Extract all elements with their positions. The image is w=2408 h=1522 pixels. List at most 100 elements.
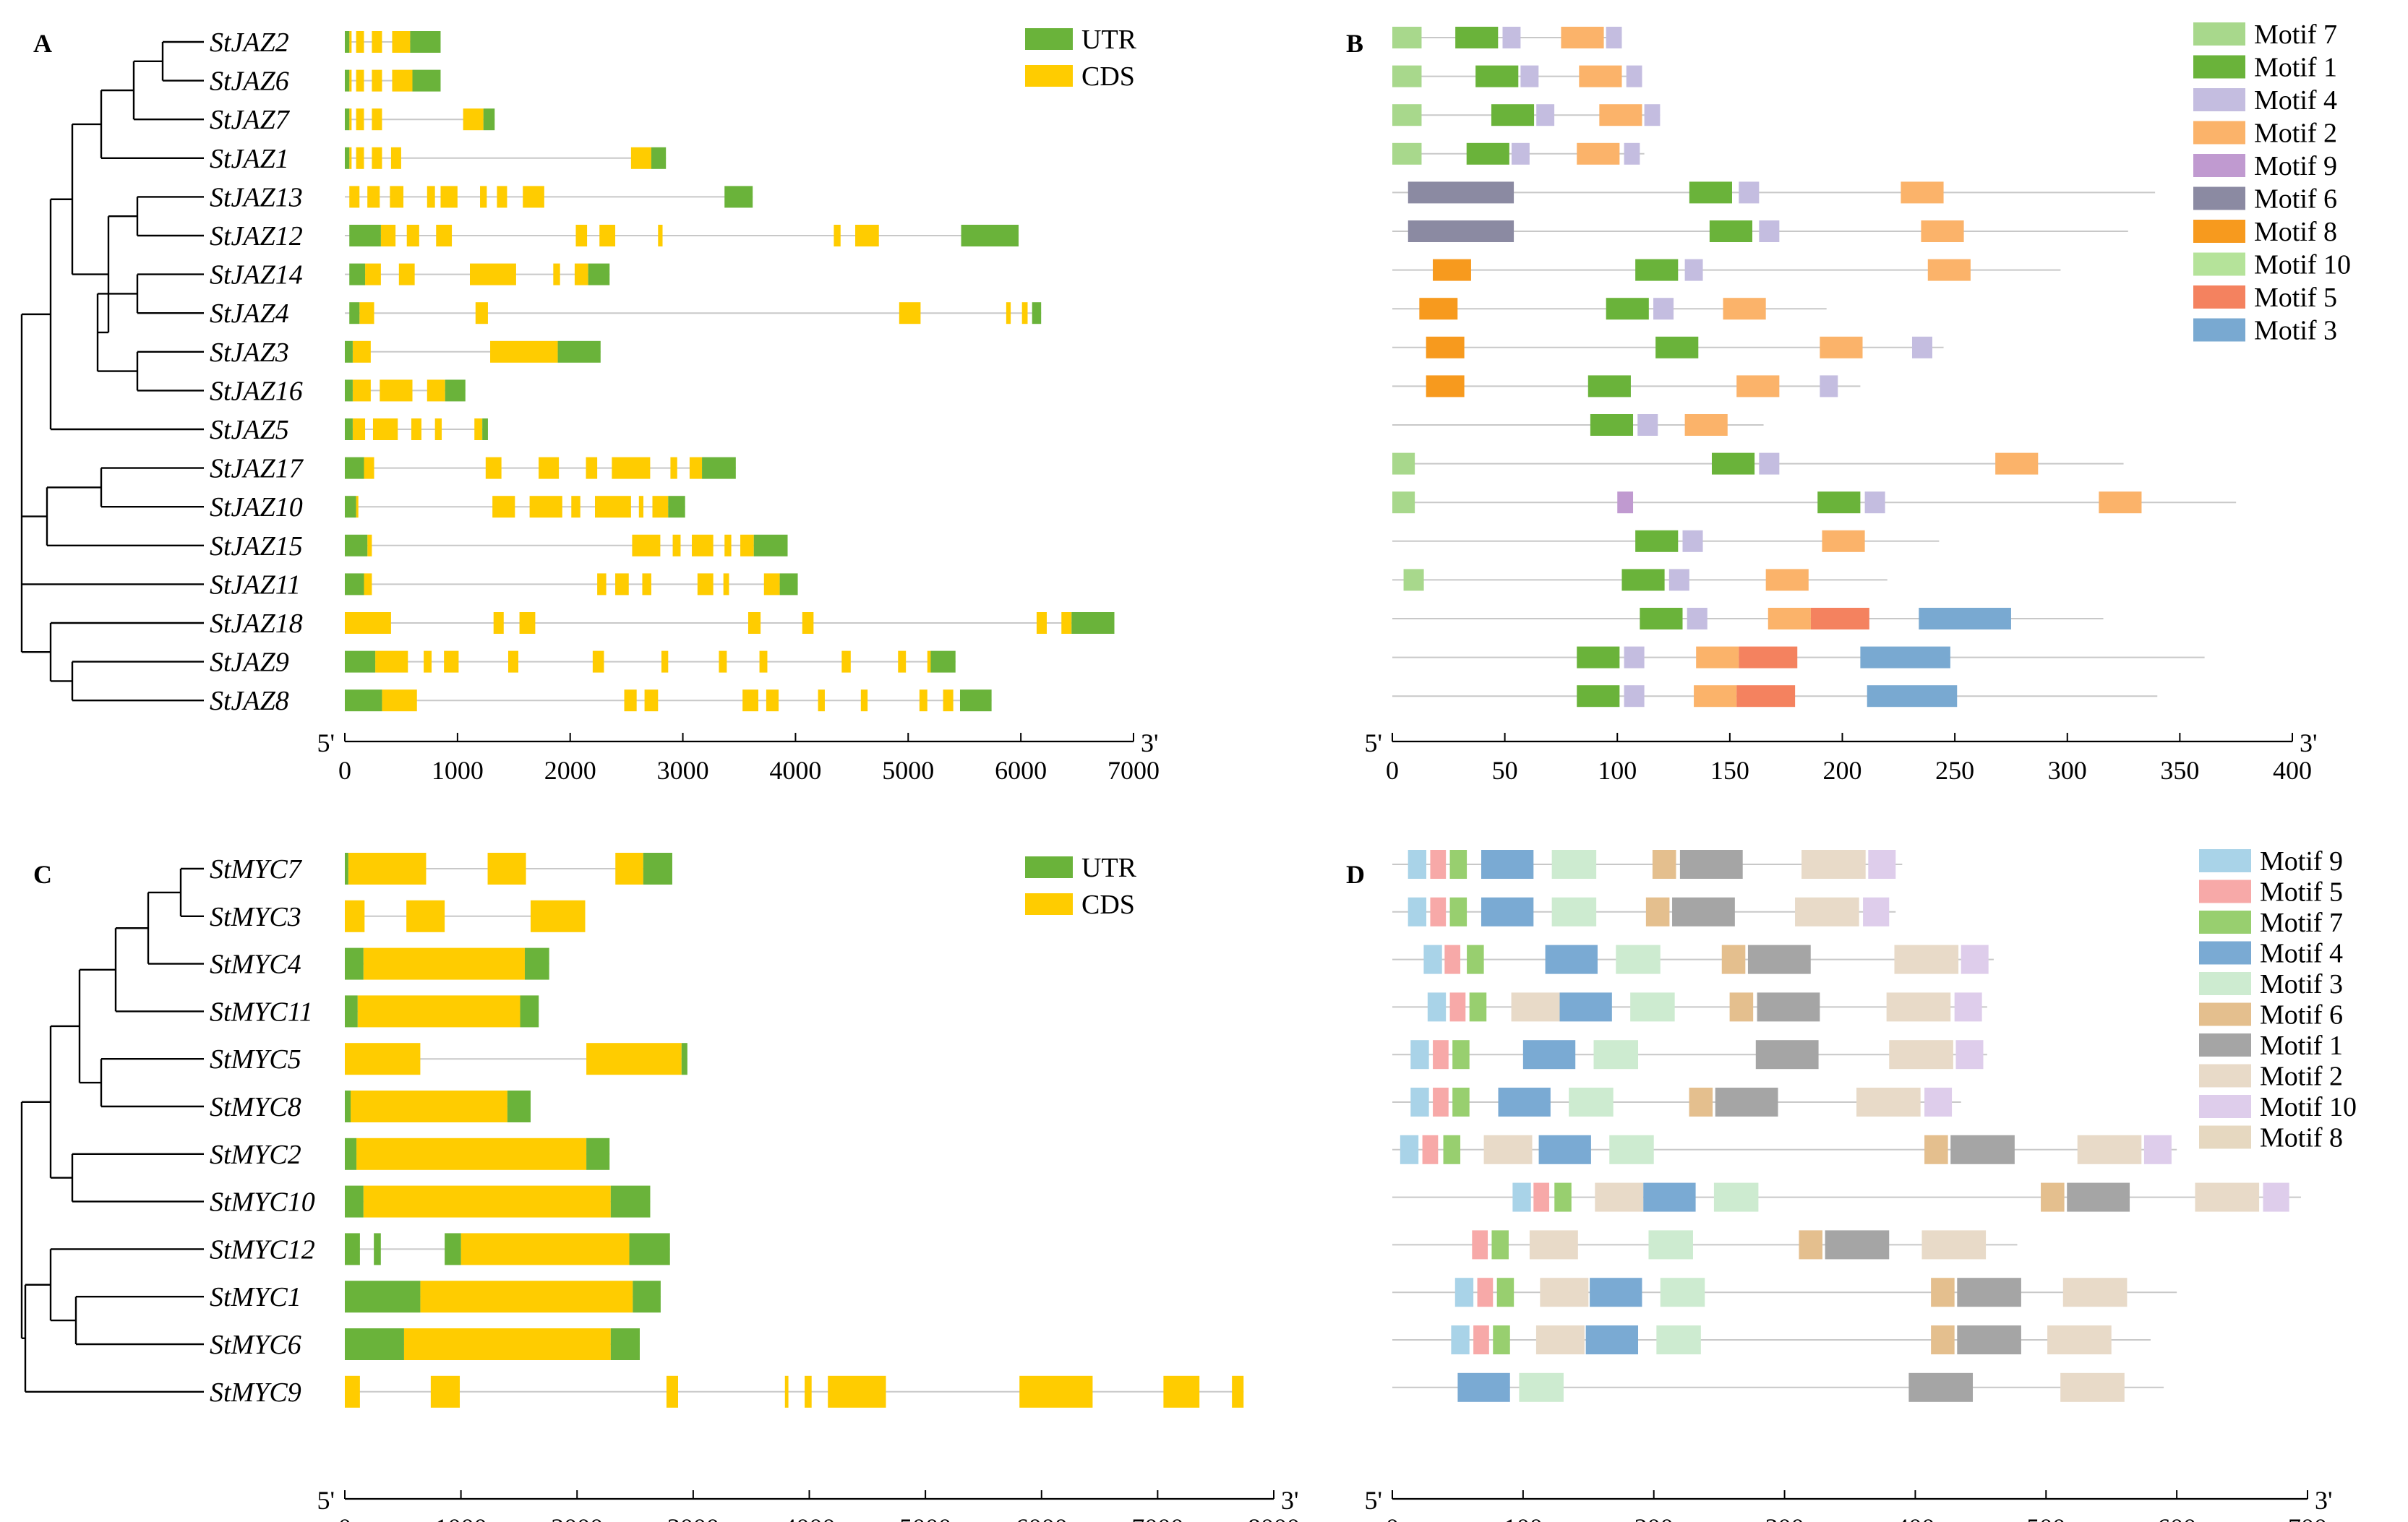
tick-label-c: 1000 [435,1513,487,1522]
cds-exon [365,263,381,285]
utr-segment [445,1233,461,1265]
motif-box [1768,608,1811,629]
tick-label-b: 100 [1598,756,1637,785]
motif-box [1868,850,1896,879]
motif-box [1606,27,1622,48]
cds-exon [356,69,364,92]
utr-segment [345,340,353,363]
cds-exon [519,612,536,634]
legend-d-swatch [2199,972,2251,995]
gene-name-label: StMYC11 [210,997,313,1027]
cds-exon [352,379,371,402]
legend-d-label: Motif 4 [2260,939,2343,969]
motif-box [1496,1278,1514,1307]
motif-box [1886,992,1951,1022]
motif-box [1457,1372,1510,1402]
motif-box [1765,569,1809,591]
cds-exon [427,379,445,402]
cds-exon [359,302,374,324]
cds-exon [1232,1375,1244,1408]
legend-c-swatch [1025,893,1073,915]
motif-box [1498,1088,1551,1117]
legend-b-swatch [2193,220,2245,243]
legend-d-swatch [2199,911,2251,934]
motif-box [1520,65,1539,87]
utr-segment [345,31,350,53]
tick-label-a: 1000 [432,756,484,785]
motif-box [1444,945,1461,974]
motif-box [1551,897,1597,926]
cds-exon [367,534,372,556]
motif-box [1820,336,1863,358]
gene-name-label: StMYC3 [210,902,301,932]
motif-box [1481,850,1534,879]
cds-exon [364,457,374,479]
cds-exon [363,947,525,980]
legend-d-swatch [2199,1033,2251,1057]
cds-exon [434,418,442,440]
utr-segment [930,650,956,673]
cds-exon [351,1091,507,1122]
cds-exon [689,457,703,479]
gene-name-label: StMYC10 [210,1187,315,1218]
motif-box [1533,1182,1550,1212]
cds-exon [592,650,604,673]
cds-exon [763,573,780,596]
utr-segment [374,1233,381,1265]
legend-d-label: Motif 10 [2260,1092,2357,1122]
motif-box [2195,1182,2260,1212]
motif-box [1950,1135,2015,1164]
motif-box [1759,220,1780,242]
motif-box [1694,685,1737,708]
gene-name-label: StMYC5 [210,1044,301,1075]
motif-box [1452,1040,1470,1070]
legend-b-swatch [2193,154,2245,177]
motif-box [1643,1182,1696,1212]
utr-segment [345,457,364,479]
cds-exon [345,612,391,634]
cds-exon [642,573,651,596]
gene-name-label: StJAZ7 [210,105,291,135]
cds-exon [531,900,586,932]
utr-segment [959,689,992,712]
cds-exon [624,689,637,712]
utr-segment [702,457,736,479]
motif-box [1645,897,1670,926]
tick-label-d: 600 [2157,1513,2196,1522]
cds-exon [644,689,659,712]
motif-box [1919,608,2011,629]
motif-box [1538,1135,1591,1164]
legend-d-swatch [2199,880,2251,903]
motif-box [1624,646,1645,668]
motif-box [2263,1182,2289,1212]
cds-exon [349,186,360,208]
cds-exon [372,147,382,169]
cds-exon [411,418,421,440]
utr-segment [520,995,539,1028]
cds-exon [723,573,729,596]
motif-box [1609,1135,1654,1164]
axis-start-label-b: 5' [1365,728,1383,757]
utr-segment [345,1138,357,1170]
motif-box [1519,1372,1564,1402]
motif-box [1606,298,1649,320]
cds-exon [919,689,927,712]
gene-name-label: StJAZ13 [210,182,303,212]
motif-box [1590,414,1634,436]
cds-exon [474,418,483,440]
tick-label-d: 500 [2026,1513,2065,1522]
cds-exon [372,69,382,92]
motif-box [1522,1040,1576,1070]
tick-label-b: 350 [2160,756,2199,785]
gene-name-label: StJAZ17 [210,454,304,484]
cds-exon [597,573,607,596]
legend-c-swatch [1025,856,1073,878]
utr-segment [483,108,495,131]
motif-box [1616,945,1661,974]
cds-exon [349,147,352,169]
gene-name-label: StMYC7 [210,854,303,885]
motif-box [1426,336,1465,358]
gene-name-label: StJAZ16 [210,376,303,406]
motif-box [1911,336,1932,358]
